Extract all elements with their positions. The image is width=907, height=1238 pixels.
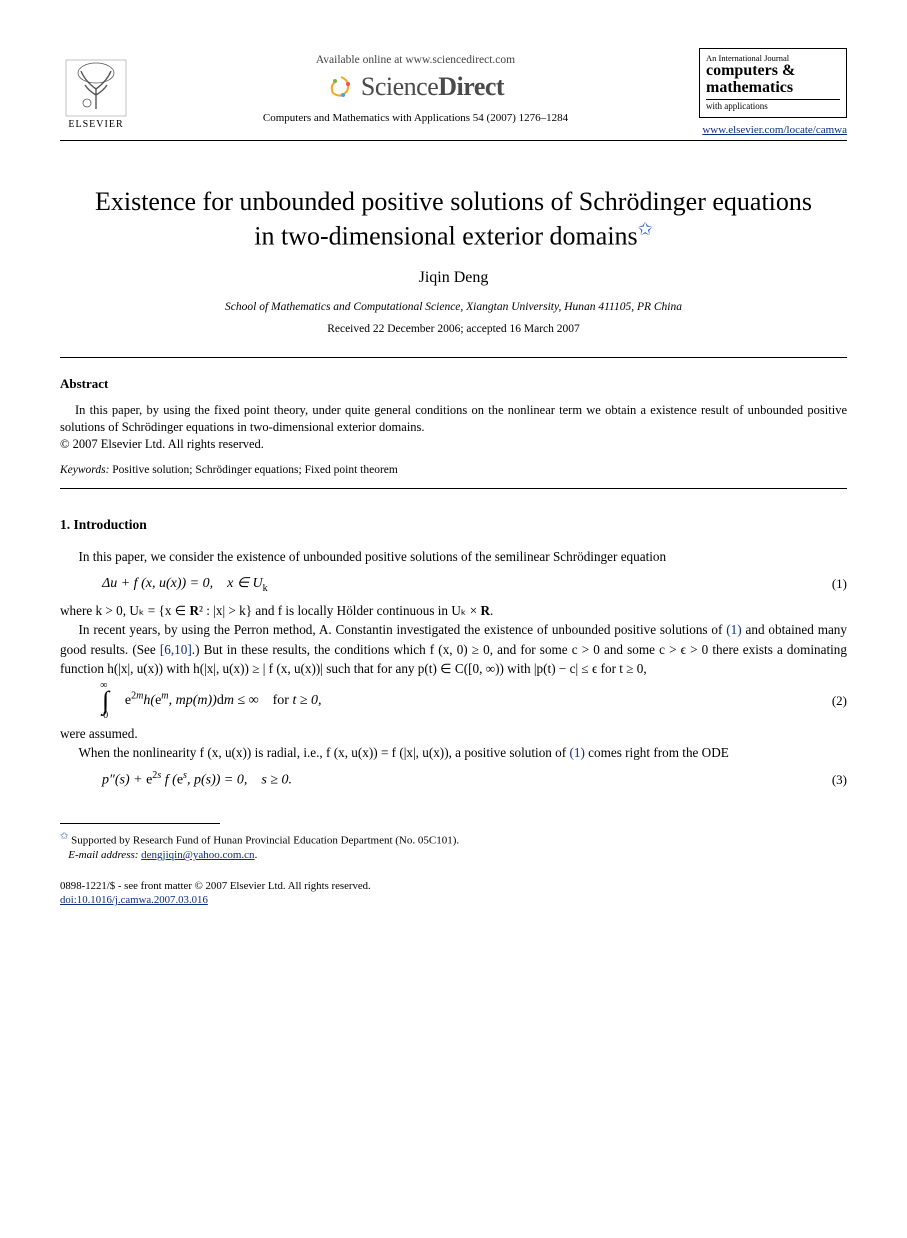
footnotes: ✩ Supported by Research Fund of Hunan Pr… — [60, 830, 847, 863]
title-footnote-star-icon: ✩ — [638, 219, 653, 239]
title-block: Existence for unbounded positive solutio… — [60, 185, 847, 253]
journal-box-line2: mathematics — [706, 80, 840, 97]
journal-box-line1: computers & — [706, 63, 840, 80]
title-line1: Existence for unbounded positive solutio… — [95, 187, 812, 216]
elsevier-logo: ELSEVIER — [60, 48, 132, 130]
equation-2-number: (2) — [813, 693, 847, 709]
center-branding: Available online at www.sciencedirect.co… — [132, 48, 699, 124]
article-dates: Received 22 December 2006; accepted 16 M… — [60, 323, 847, 335]
equation-3-number: (3) — [813, 772, 847, 788]
equation-2-row: ∫0∞ e2mh(em, mp(m))dm ≤ ∞ for t ≥ 0, (2) — [102, 686, 847, 716]
equation-2: ∫0∞ e2mh(em, mp(m))dm ≤ ∞ for t ≥ 0, — [102, 686, 813, 716]
footnote-email: E-mail address: dengjiqin@yahoo.com.cn. — [60, 848, 847, 863]
keywords-line: Keywords: Positive solution; Schrödinger… — [60, 464, 847, 476]
journal-url-link[interactable]: www.elsevier.com/locate/camwa — [699, 124, 847, 136]
ref-eq1-link-2[interactable]: (1) — [569, 745, 584, 760]
footer-copyright: 0898-1221/$ - see front matter © 2007 El… — [60, 879, 847, 893]
elsevier-tree-icon — [65, 59, 127, 117]
equation-1-row: Δu + f (x, u(x)) = 0, x ∈ Uk (1) — [102, 575, 847, 594]
available-online-text: Available online at www.sciencedirect.co… — [132, 54, 699, 66]
journal-box-sub: with applications — [706, 99, 840, 111]
sciencedirect-logo: ScienceDirect — [132, 72, 699, 102]
intro-p4: were assumed. — [60, 724, 847, 743]
body-text: In this paper, we consider the existence… — [60, 547, 847, 566]
journal-brand-column: An International Journal computers & mat… — [699, 48, 847, 136]
affiliation: School of Mathematics and Computational … — [60, 301, 847, 313]
footer-block: 0898-1221/$ - see front matter © 2007 El… — [60, 879, 847, 907]
author-email-link[interactable]: dengjiqin@yahoo.com.cn — [141, 849, 254, 861]
author-name: Jiqin Deng — [60, 269, 847, 287]
footnote-support: ✩ Supported by Research Fund of Hunan Pr… — [60, 830, 847, 849]
equation-3-row: p″(s) + e2s f (es, p(s)) = 0, s ≥ 0. (3) — [102, 770, 847, 789]
citation-line: Computers and Mathematics with Applicati… — [132, 112, 699, 124]
paper-title: Existence for unbounded positive solutio… — [60, 185, 847, 253]
header-rule — [60, 140, 847, 141]
publisher-name: ELSEVIER — [68, 119, 123, 130]
sciencedirect-swirl-icon — [327, 73, 355, 101]
keywords-text: Positive solution; Schrödinger equations… — [109, 464, 397, 476]
abstract-body: In this paper, by using the fixed point … — [60, 402, 847, 453]
post-abstract-rule — [60, 488, 847, 489]
ref-eq1-link[interactable]: (1) — [726, 622, 741, 637]
abstract-heading: Abstract — [60, 376, 847, 392]
equation-3: p″(s) + e2s f (es, p(s)) = 0, s ≥ 0. — [102, 770, 813, 789]
intro-p3: In recent years, by using the Perron met… — [60, 620, 847, 677]
footnote-separator — [60, 823, 220, 824]
page-header: ELSEVIER Available online at www.science… — [60, 48, 847, 136]
equation-1-number: (1) — [813, 576, 847, 592]
journal-box: An International Journal computers & mat… — [699, 48, 847, 118]
title-line2: in two-dimensional exterior domains — [254, 222, 637, 251]
abstract-p1: In this paper, by using the fixed point … — [60, 402, 847, 436]
abstract-block: Abstract In this paper, by using the fix… — [60, 376, 847, 453]
equation-1: Δu + f (x, u(x)) = 0, x ∈ Uk — [102, 575, 813, 594]
intro-p1: In this paper, we consider the existence… — [60, 547, 847, 566]
intro-p2-wrap: where k > 0, Uₖ = {x ∈ R² : |x| > k} and… — [60, 601, 847, 678]
intro-p2: where k > 0, Uₖ = {x ∈ R² : |x| > k} and… — [60, 601, 847, 620]
doi-link[interactable]: doi:10.1016/j.camwa.2007.03.016 — [60, 893, 847, 907]
pre-abstract-rule — [60, 357, 847, 358]
abstract-copyright: © 2007 Elsevier Ltd. All rights reserved… — [60, 436, 847, 453]
sciencedirect-text: ScienceDirect — [361, 72, 504, 102]
intro-p5: When the nonlinearity f (x, u(x)) is rad… — [60, 743, 847, 762]
intro-p4-wrap: were assumed. When the nonlinearity f (x… — [60, 724, 847, 762]
keywords-label: Keywords: — [60, 464, 109, 476]
section-1-heading: 1. Introduction — [60, 517, 847, 533]
ref-6-10-link[interactable]: [6,10] — [160, 642, 192, 657]
